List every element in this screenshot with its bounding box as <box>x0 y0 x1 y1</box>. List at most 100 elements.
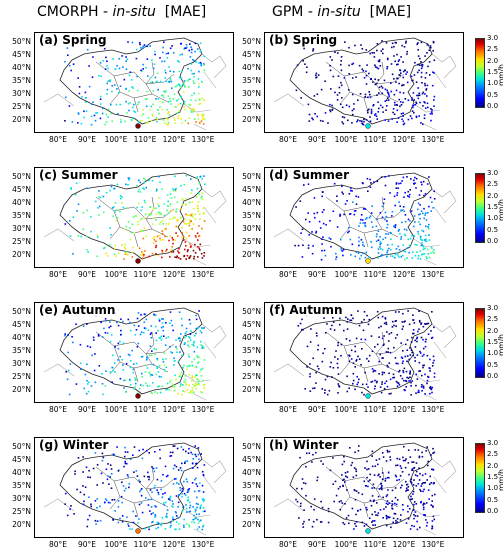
station-dot <box>305 494 307 497</box>
station-dot <box>185 46 188 49</box>
station-dot <box>397 117 400 119</box>
station-dot <box>165 358 167 360</box>
station-dot <box>366 468 368 471</box>
station-dot <box>170 351 172 353</box>
station-dot <box>411 468 414 470</box>
station-dot <box>143 475 146 478</box>
station-dot <box>398 82 400 85</box>
station-dot <box>400 209 402 212</box>
station-dot <box>377 79 380 81</box>
station-dot <box>115 219 118 222</box>
station-dot <box>396 479 398 482</box>
station-dot <box>154 451 156 453</box>
header-gpm-suffix: [MAE] <box>360 4 412 20</box>
station-dot <box>354 498 357 501</box>
station-dot <box>193 82 195 85</box>
station-dot <box>403 389 406 391</box>
station-dot <box>77 112 80 114</box>
station-dot <box>172 451 174 454</box>
station-dot <box>391 243 394 246</box>
station-dot <box>386 105 388 107</box>
station-dot <box>423 364 425 367</box>
lon-label: 120°E <box>392 540 416 549</box>
station-dot <box>391 489 394 492</box>
station-dot <box>411 205 413 208</box>
station-dot <box>420 71 423 74</box>
station-dot <box>160 480 163 482</box>
station-dot <box>403 46 406 48</box>
station-dot <box>114 362 116 364</box>
station-dot <box>401 504 404 506</box>
station-dot <box>165 117 168 120</box>
station-dot <box>386 244 389 246</box>
station-dot <box>399 205 401 207</box>
station-dot <box>188 510 191 513</box>
station-dot <box>377 239 380 241</box>
station-dot <box>188 256 191 259</box>
station-dot <box>315 232 317 234</box>
station-dot <box>121 515 124 517</box>
station-dot <box>86 525 89 528</box>
station-dot <box>429 74 431 76</box>
station-dot <box>379 242 382 245</box>
station-dot <box>364 93 367 96</box>
station-dot <box>342 122 345 125</box>
station-dot <box>425 502 428 504</box>
station-dot <box>341 474 343 476</box>
station-dot <box>380 248 382 250</box>
lon-label: 130°E <box>421 270 445 279</box>
station-dot <box>131 349 133 352</box>
station-dot <box>121 501 123 504</box>
station-dot <box>399 182 402 185</box>
station-dot <box>353 103 355 105</box>
lon-label: 100°E <box>334 135 358 144</box>
station-dot <box>376 343 379 346</box>
station-dot <box>381 87 384 89</box>
station-dot <box>145 235 148 238</box>
station-dot <box>157 211 160 214</box>
station-dot <box>148 354 151 357</box>
station-dot <box>396 194 398 196</box>
station-dot <box>428 49 431 52</box>
station-dot <box>185 504 187 506</box>
station-dot <box>306 345 309 348</box>
lat-label: 50°N <box>12 442 31 451</box>
station-dot <box>172 503 174 505</box>
station-dot <box>405 42 407 44</box>
station-dot <box>334 480 337 483</box>
station-dot <box>163 41 165 43</box>
station-dot <box>420 322 423 324</box>
station-dot <box>363 245 365 247</box>
station-dot <box>417 231 419 233</box>
station-dot <box>363 318 365 321</box>
station-dot <box>111 499 114 501</box>
station-dot <box>175 512 177 514</box>
station-dot <box>182 91 185 93</box>
station-dot <box>194 334 196 337</box>
station-dot <box>372 483 375 486</box>
station-dot <box>426 84 429 87</box>
station-dot <box>191 467 194 469</box>
station-dot <box>176 201 179 203</box>
station-dot <box>373 487 376 489</box>
station-dot <box>395 103 398 106</box>
station-dot <box>348 64 350 67</box>
station-dot <box>421 183 423 186</box>
station-dot <box>369 93 371 96</box>
station-dot <box>373 387 376 390</box>
station-dot <box>380 85 383 88</box>
station-dot <box>398 249 401 251</box>
station-dot <box>143 327 146 329</box>
station-dot <box>424 247 426 250</box>
station-dot <box>418 213 420 216</box>
station-dot <box>132 117 134 120</box>
station-dot <box>386 385 389 388</box>
station-dot <box>151 374 154 376</box>
station-dot <box>418 94 421 97</box>
station-dot <box>105 252 107 255</box>
station-dot <box>352 476 355 478</box>
china-boundary <box>289 37 433 125</box>
station-dot <box>321 243 323 245</box>
station-dot <box>351 93 354 96</box>
province-boundary <box>363 232 369 248</box>
